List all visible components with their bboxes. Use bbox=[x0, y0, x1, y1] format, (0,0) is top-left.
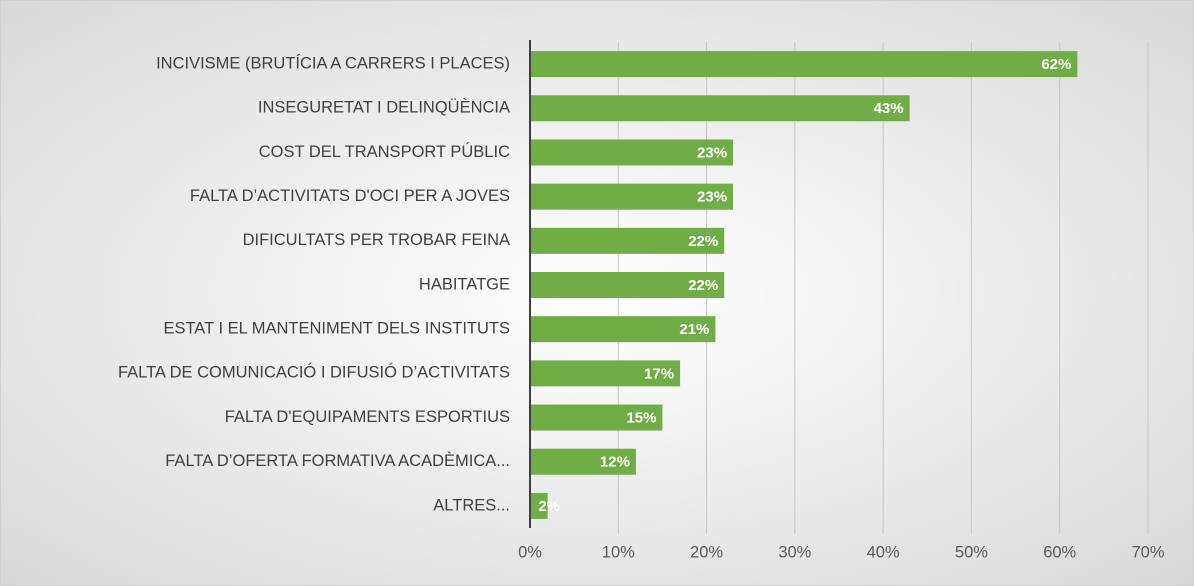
x-tick-label: 70% bbox=[1131, 543, 1164, 561]
x-tick-label: 10% bbox=[602, 543, 635, 561]
bar bbox=[530, 404, 663, 431]
x-tick-label: 30% bbox=[778, 543, 811, 561]
data-label: 15% bbox=[626, 410, 656, 427]
bar bbox=[530, 139, 734, 166]
data-label: 43% bbox=[874, 100, 904, 117]
bar bbox=[530, 227, 725, 254]
bar bbox=[530, 448, 636, 475]
bar bbox=[530, 272, 725, 298]
y-tick-label: ALTRES... bbox=[433, 496, 510, 514]
data-label: 12% bbox=[600, 454, 630, 471]
y-tick-label: DIFICULTATS PER TROBAR FEINA bbox=[243, 231, 510, 249]
bar bbox=[530, 316, 716, 343]
y-tick-label: INCIVISME (BRUTÍCIA A CARRERS I PLACES) bbox=[156, 53, 510, 72]
y-tick-label: INSEGURETAT I DELINQÜÈNCIA bbox=[258, 98, 510, 117]
x-tick-label: 60% bbox=[1043, 543, 1076, 561]
bar bbox=[530, 360, 681, 387]
data-label: 21% bbox=[679, 321, 709, 338]
x-tick-label: 40% bbox=[867, 543, 900, 561]
data-label: 23% bbox=[697, 189, 727, 206]
y-tick-label: ESTAT I EL MANTENIMENT DELS INSTITUTS bbox=[163, 320, 510, 338]
y-tick-label: COST DEL TRANSPORT PÚBLIC bbox=[259, 142, 510, 161]
bar bbox=[530, 51, 1078, 78]
data-label: 17% bbox=[644, 365, 674, 382]
x-tick-label: 0% bbox=[518, 543, 542, 561]
y-tick-label: HABITATGE bbox=[419, 275, 510, 293]
y-tick-label: FALTA DE COMUNICACIÓ I DIFUSIÓ D’ACTIVIT… bbox=[118, 363, 510, 382]
x-tick-label: 50% bbox=[955, 543, 988, 561]
data-label: 22% bbox=[688, 233, 718, 250]
y-tick-label: FALTA D'EQUIPAMENTS ESPORTIUS bbox=[225, 408, 510, 426]
y-tick-label: FALTA D’OFERTA FORMATIVA ACADÈMICA... bbox=[165, 451, 510, 470]
bar bbox=[530, 183, 734, 210]
x-tick-label: 20% bbox=[690, 543, 723, 561]
bar bbox=[530, 95, 910, 122]
data-label: 22% bbox=[688, 277, 718, 294]
bar bbox=[530, 492, 548, 519]
data-label: 62% bbox=[1041, 56, 1071, 73]
data-label: 23% bbox=[697, 144, 727, 161]
y-tick-label: FALTA D’ACTIVITATS D'OCI PER A JOVES bbox=[190, 187, 510, 205]
data-label: 2% bbox=[538, 498, 560, 515]
